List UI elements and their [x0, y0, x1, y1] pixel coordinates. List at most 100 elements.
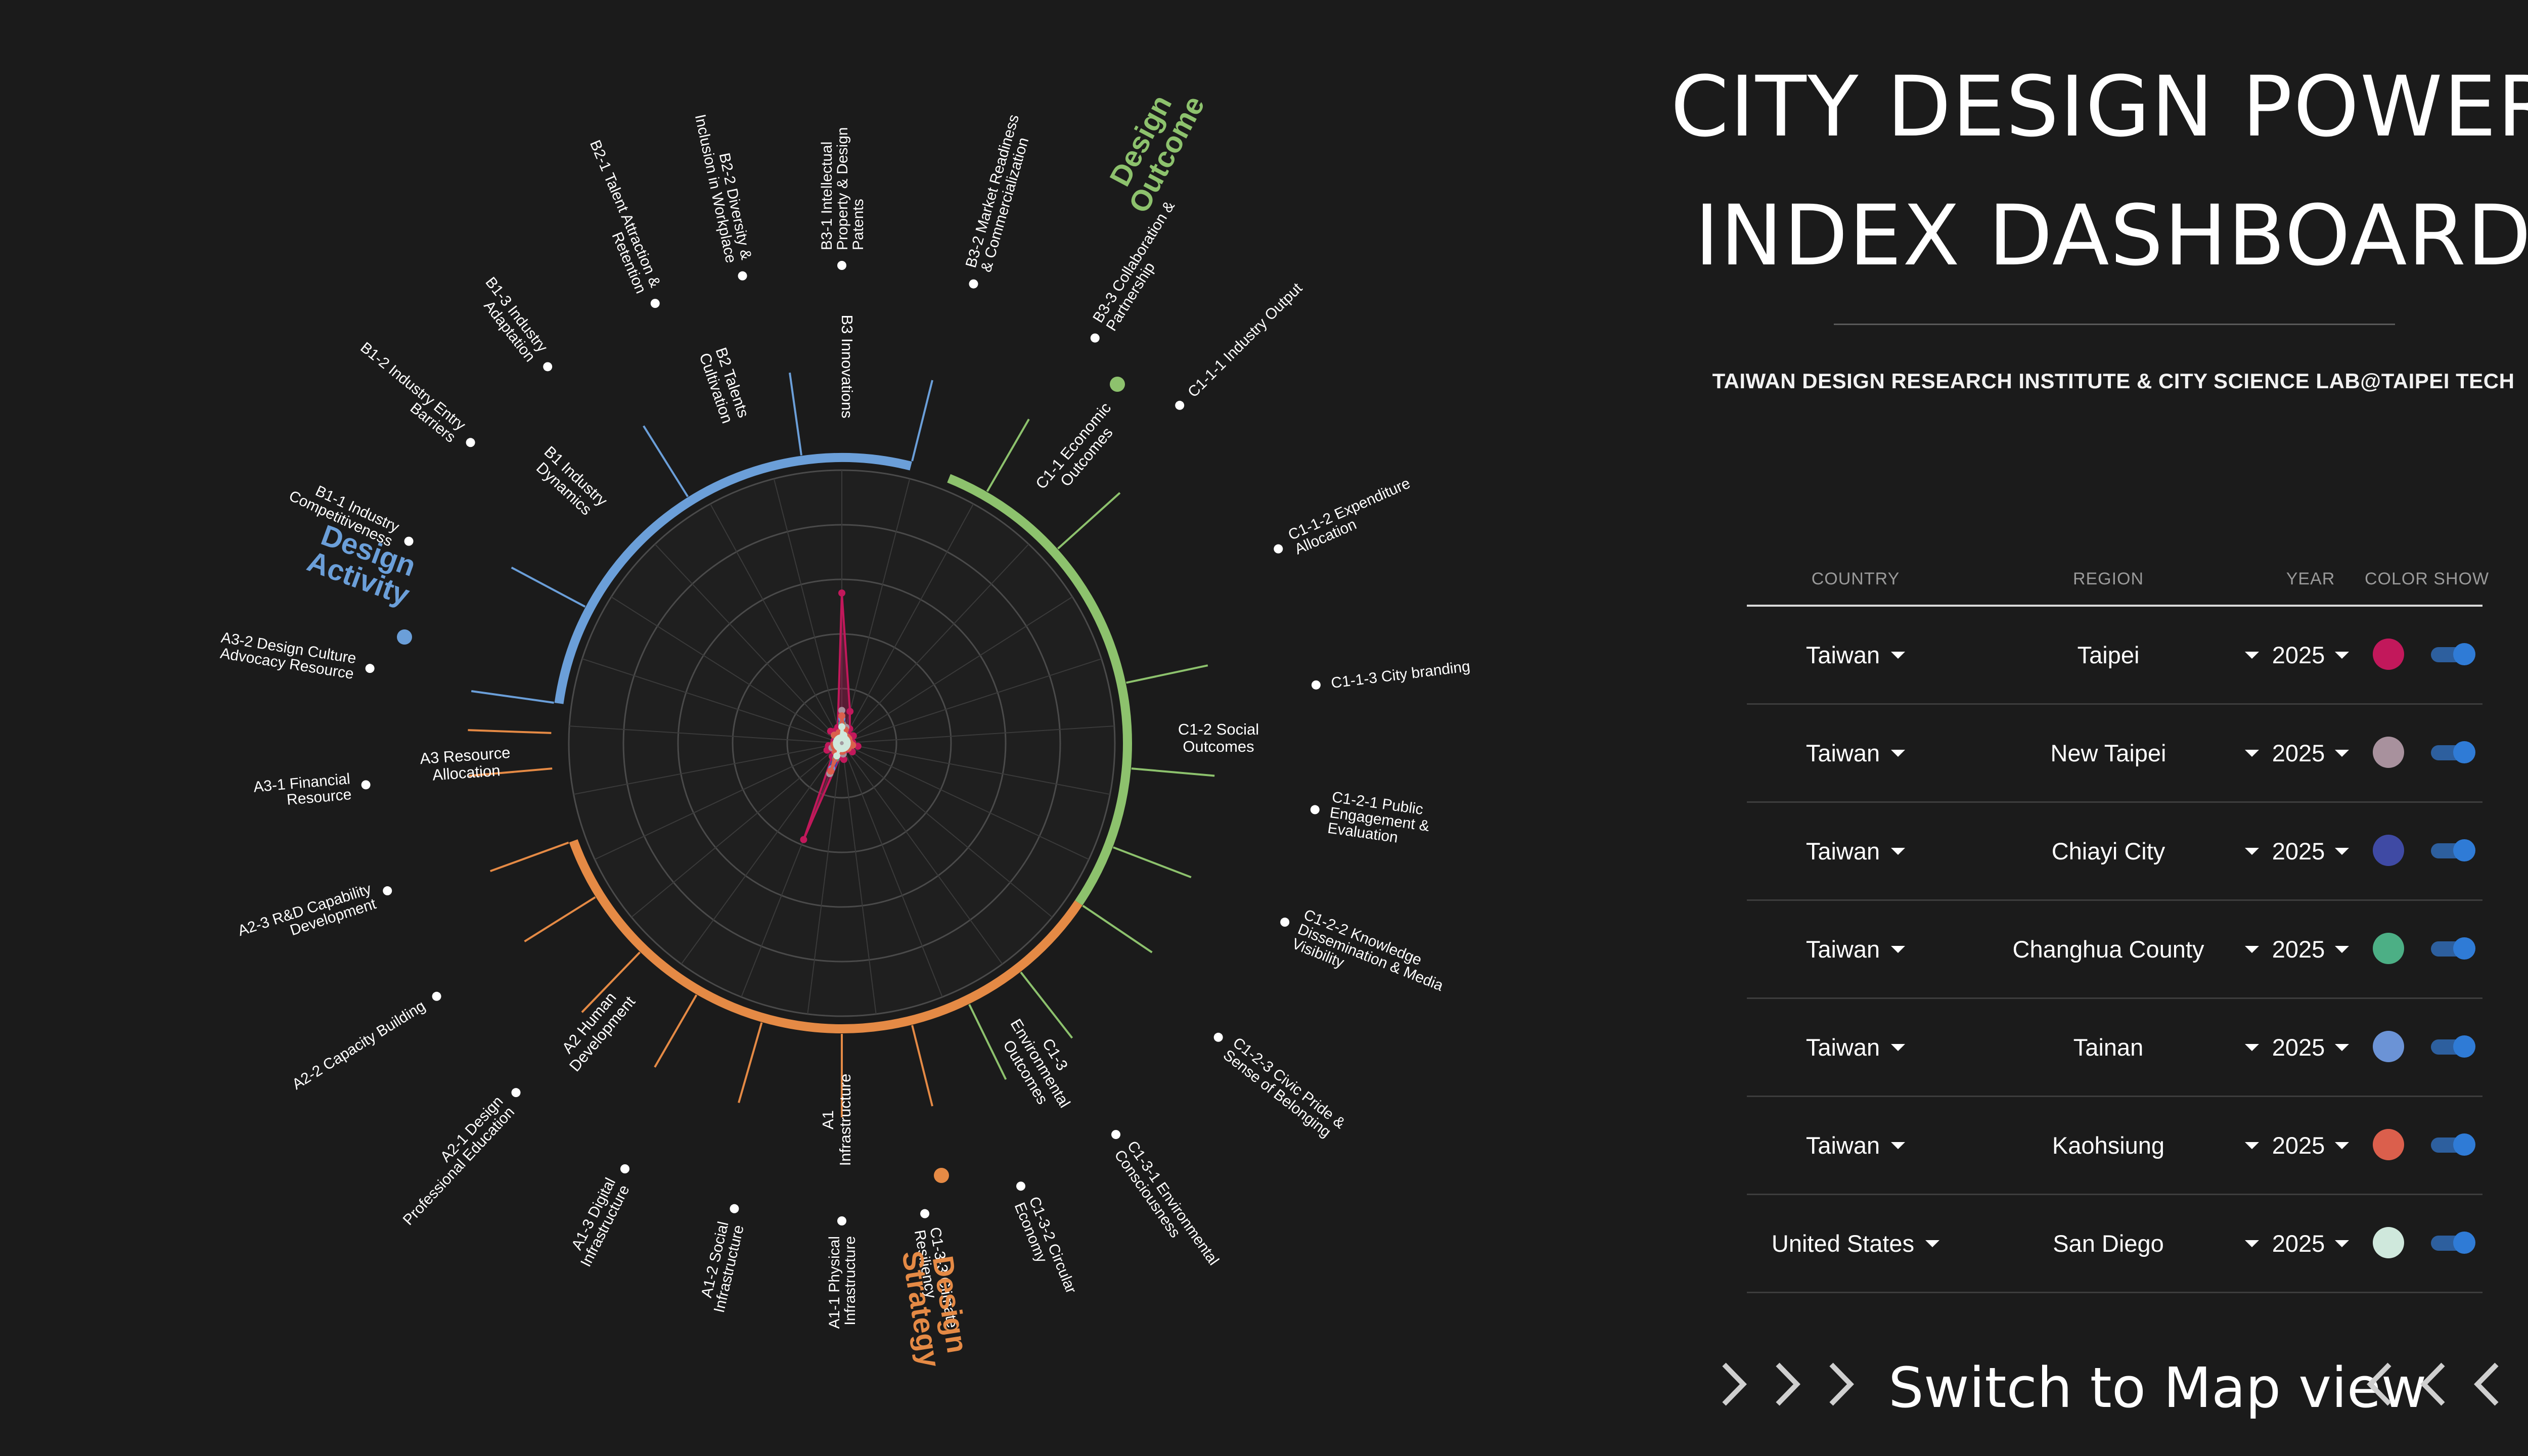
show-toggle[interactable]	[2431, 1035, 2475, 1058]
indicator-label: C1-1-3 City branding	[1330, 658, 1471, 692]
indicator-dot	[1274, 544, 1283, 554]
series-point	[854, 743, 862, 750]
indicator-dot	[1090, 333, 1100, 343]
year-select[interactable]: 2025	[2252, 607, 2369, 703]
subgroup-divider	[489, 841, 569, 872]
subgroup-label: B1 IndustryDynamics	[529, 443, 611, 523]
show-toggle[interactable]	[2431, 1232, 2475, 1254]
color-swatch[interactable]	[2373, 1031, 2404, 1062]
year-select[interactable]: 2025	[2252, 901, 2369, 997]
year-select[interactable]: 2025	[2252, 803, 2369, 899]
show-toggle[interactable]	[2431, 643, 2475, 665]
dropdown-caret-icon	[1925, 1240, 1940, 1247]
subgroup-divider	[986, 419, 1030, 492]
dropdown-caret-icon	[1891, 847, 1906, 855]
country-select[interactable]: Taiwan	[1747, 999, 1964, 1096]
color-swatch[interactable]	[2373, 1227, 2404, 1258]
region-filter-table: COUNTRY REGION YEAR COLOR SHOW Taiwan Tai…	[1747, 556, 2489, 1293]
color-swatch[interactable]	[2373, 737, 2404, 768]
year-select[interactable]: 2025	[2252, 705, 2369, 801]
dropdown-caret-icon	[2335, 847, 2350, 855]
radar-spoke	[654, 543, 842, 744]
indicator-label: A2-2 Capacity Building	[289, 997, 428, 1093]
dropdown-caret-icon[interactable]	[2245, 1240, 2259, 1247]
indicator-label-line: C1-2-3 Civic Pride &	[1230, 1034, 1348, 1132]
show-toggle[interactable]	[2431, 1133, 2475, 1156]
subgroup-divider	[511, 566, 586, 608]
region-select[interactable]: Chiayi City	[1984, 803, 2232, 899]
region-select[interactable]: Taipei	[1984, 607, 2232, 703]
series-point	[833, 752, 841, 760]
color-swatch[interactable]	[2373, 933, 2404, 964]
show-toggle[interactable]	[2431, 741, 2475, 763]
map-view-switch[interactable]: Switch to Map view	[1714, 1347, 2508, 1428]
indicator-dot	[920, 1209, 930, 1218]
table-row: United States San Diego 2025	[1747, 1195, 2482, 1293]
region-value: San Diego	[2053, 1230, 2164, 1257]
title-divider	[1834, 324, 2395, 325]
country-select[interactable]: Taiwan	[1747, 901, 1964, 997]
region-select[interactable]: Kaohsiung	[1984, 1097, 2232, 1194]
dropdown-caret-icon	[1891, 749, 1906, 757]
indicator-label: A2-3 R&D CapabilityDevelopment	[236, 881, 378, 954]
region-select[interactable]: San Diego	[1984, 1195, 2232, 1292]
series-point	[838, 723, 845, 731]
region-select[interactable]: New Taipei	[1984, 705, 2232, 801]
dropdown-caret-icon[interactable]	[2245, 946, 2259, 953]
radar-spoke	[841, 743, 943, 997]
table-row: Taiwan Tainan 2025	[1747, 999, 2482, 1097]
country-value: Taiwan	[1805, 1034, 1880, 1061]
indicator-dot	[432, 991, 441, 1001]
group-label-design-strategy: DesignStrategy	[895, 1244, 975, 1370]
country-select[interactable]: United States	[1747, 1195, 1964, 1292]
indicator-dot	[969, 279, 978, 289]
radar-spoke	[841, 743, 1090, 860]
indicator-dot	[1280, 918, 1290, 927]
color-swatch[interactable]	[2373, 639, 2404, 670]
indicator-label: A1-1 PhysicalInfrastructure	[826, 1236, 859, 1329]
country-select[interactable]: Taiwan	[1747, 803, 1964, 899]
group-arcs	[468, 372, 1215, 1117]
country-select[interactable]: Taiwan	[1747, 705, 1964, 801]
year-select[interactable]: 2025	[2252, 1097, 2369, 1194]
indicator-label: C1-1-1 Industry Output	[1185, 280, 1306, 401]
country-select[interactable]: Taiwan	[1747, 1097, 1964, 1194]
subgroup-label: C1-1 EconomicOutcomes	[1032, 399, 1127, 504]
indicator-label-line: A1-1 Physical	[826, 1236, 843, 1329]
radar-spoke	[841, 504, 974, 744]
dashboard-title-line-2: INDEX DASHBOARD	[1694, 187, 2528, 284]
dropdown-caret-icon[interactable]	[2245, 750, 2259, 757]
indicator-dot	[404, 536, 414, 546]
year-select[interactable]: 2025	[2252, 999, 2369, 1096]
show-toggle[interactable]	[2431, 839, 2475, 861]
indicator-dot	[383, 886, 392, 896]
color-swatch[interactable]	[2373, 1129, 2404, 1160]
indicator-dot	[837, 1216, 846, 1225]
country-value: Taiwan	[1805, 936, 1880, 963]
chevron-left-icon	[2420, 1362, 2445, 1406]
dropdown-caret-icon	[1891, 1043, 1906, 1051]
color-swatch[interactable]	[2373, 835, 2404, 866]
region-select[interactable]: Changhua County	[1984, 901, 2232, 997]
subgroup-divider	[581, 951, 641, 1013]
table-row: Taiwan New Taipei 2025	[1747, 705, 2482, 803]
indicator-label-line: Patents	[850, 199, 867, 250]
dropdown-caret-icon[interactable]	[2245, 1142, 2259, 1149]
table-row: Taiwan Changhua County 2025	[1747, 901, 2482, 999]
indicator-label-line: C1-3-1 Environmental	[1124, 1138, 1222, 1268]
indicator-label-line: Infrastructure	[842, 1236, 859, 1326]
indicator-dot	[738, 271, 747, 281]
show-toggle[interactable]	[2431, 937, 2475, 960]
indicator-label-line: B3-1 Intellectual	[819, 142, 835, 250]
dropdown-caret-icon[interactable]	[2245, 652, 2259, 659]
indicator-label-line: Sense of Belonging	[1220, 1046, 1334, 1141]
group-marker-dot	[934, 1168, 949, 1183]
country-value: Taiwan	[1805, 838, 1880, 864]
dropdown-caret-icon[interactable]	[2245, 1044, 2259, 1051]
region-select[interactable]: Tainan	[1984, 999, 2232, 1096]
indicator-dot	[511, 1088, 521, 1098]
group-arc-design-outcome	[947, 474, 1132, 905]
dropdown-caret-icon[interactable]	[2245, 848, 2259, 855]
year-select[interactable]: 2025	[2252, 1195, 2369, 1292]
country-select[interactable]: Taiwan	[1747, 607, 1964, 703]
